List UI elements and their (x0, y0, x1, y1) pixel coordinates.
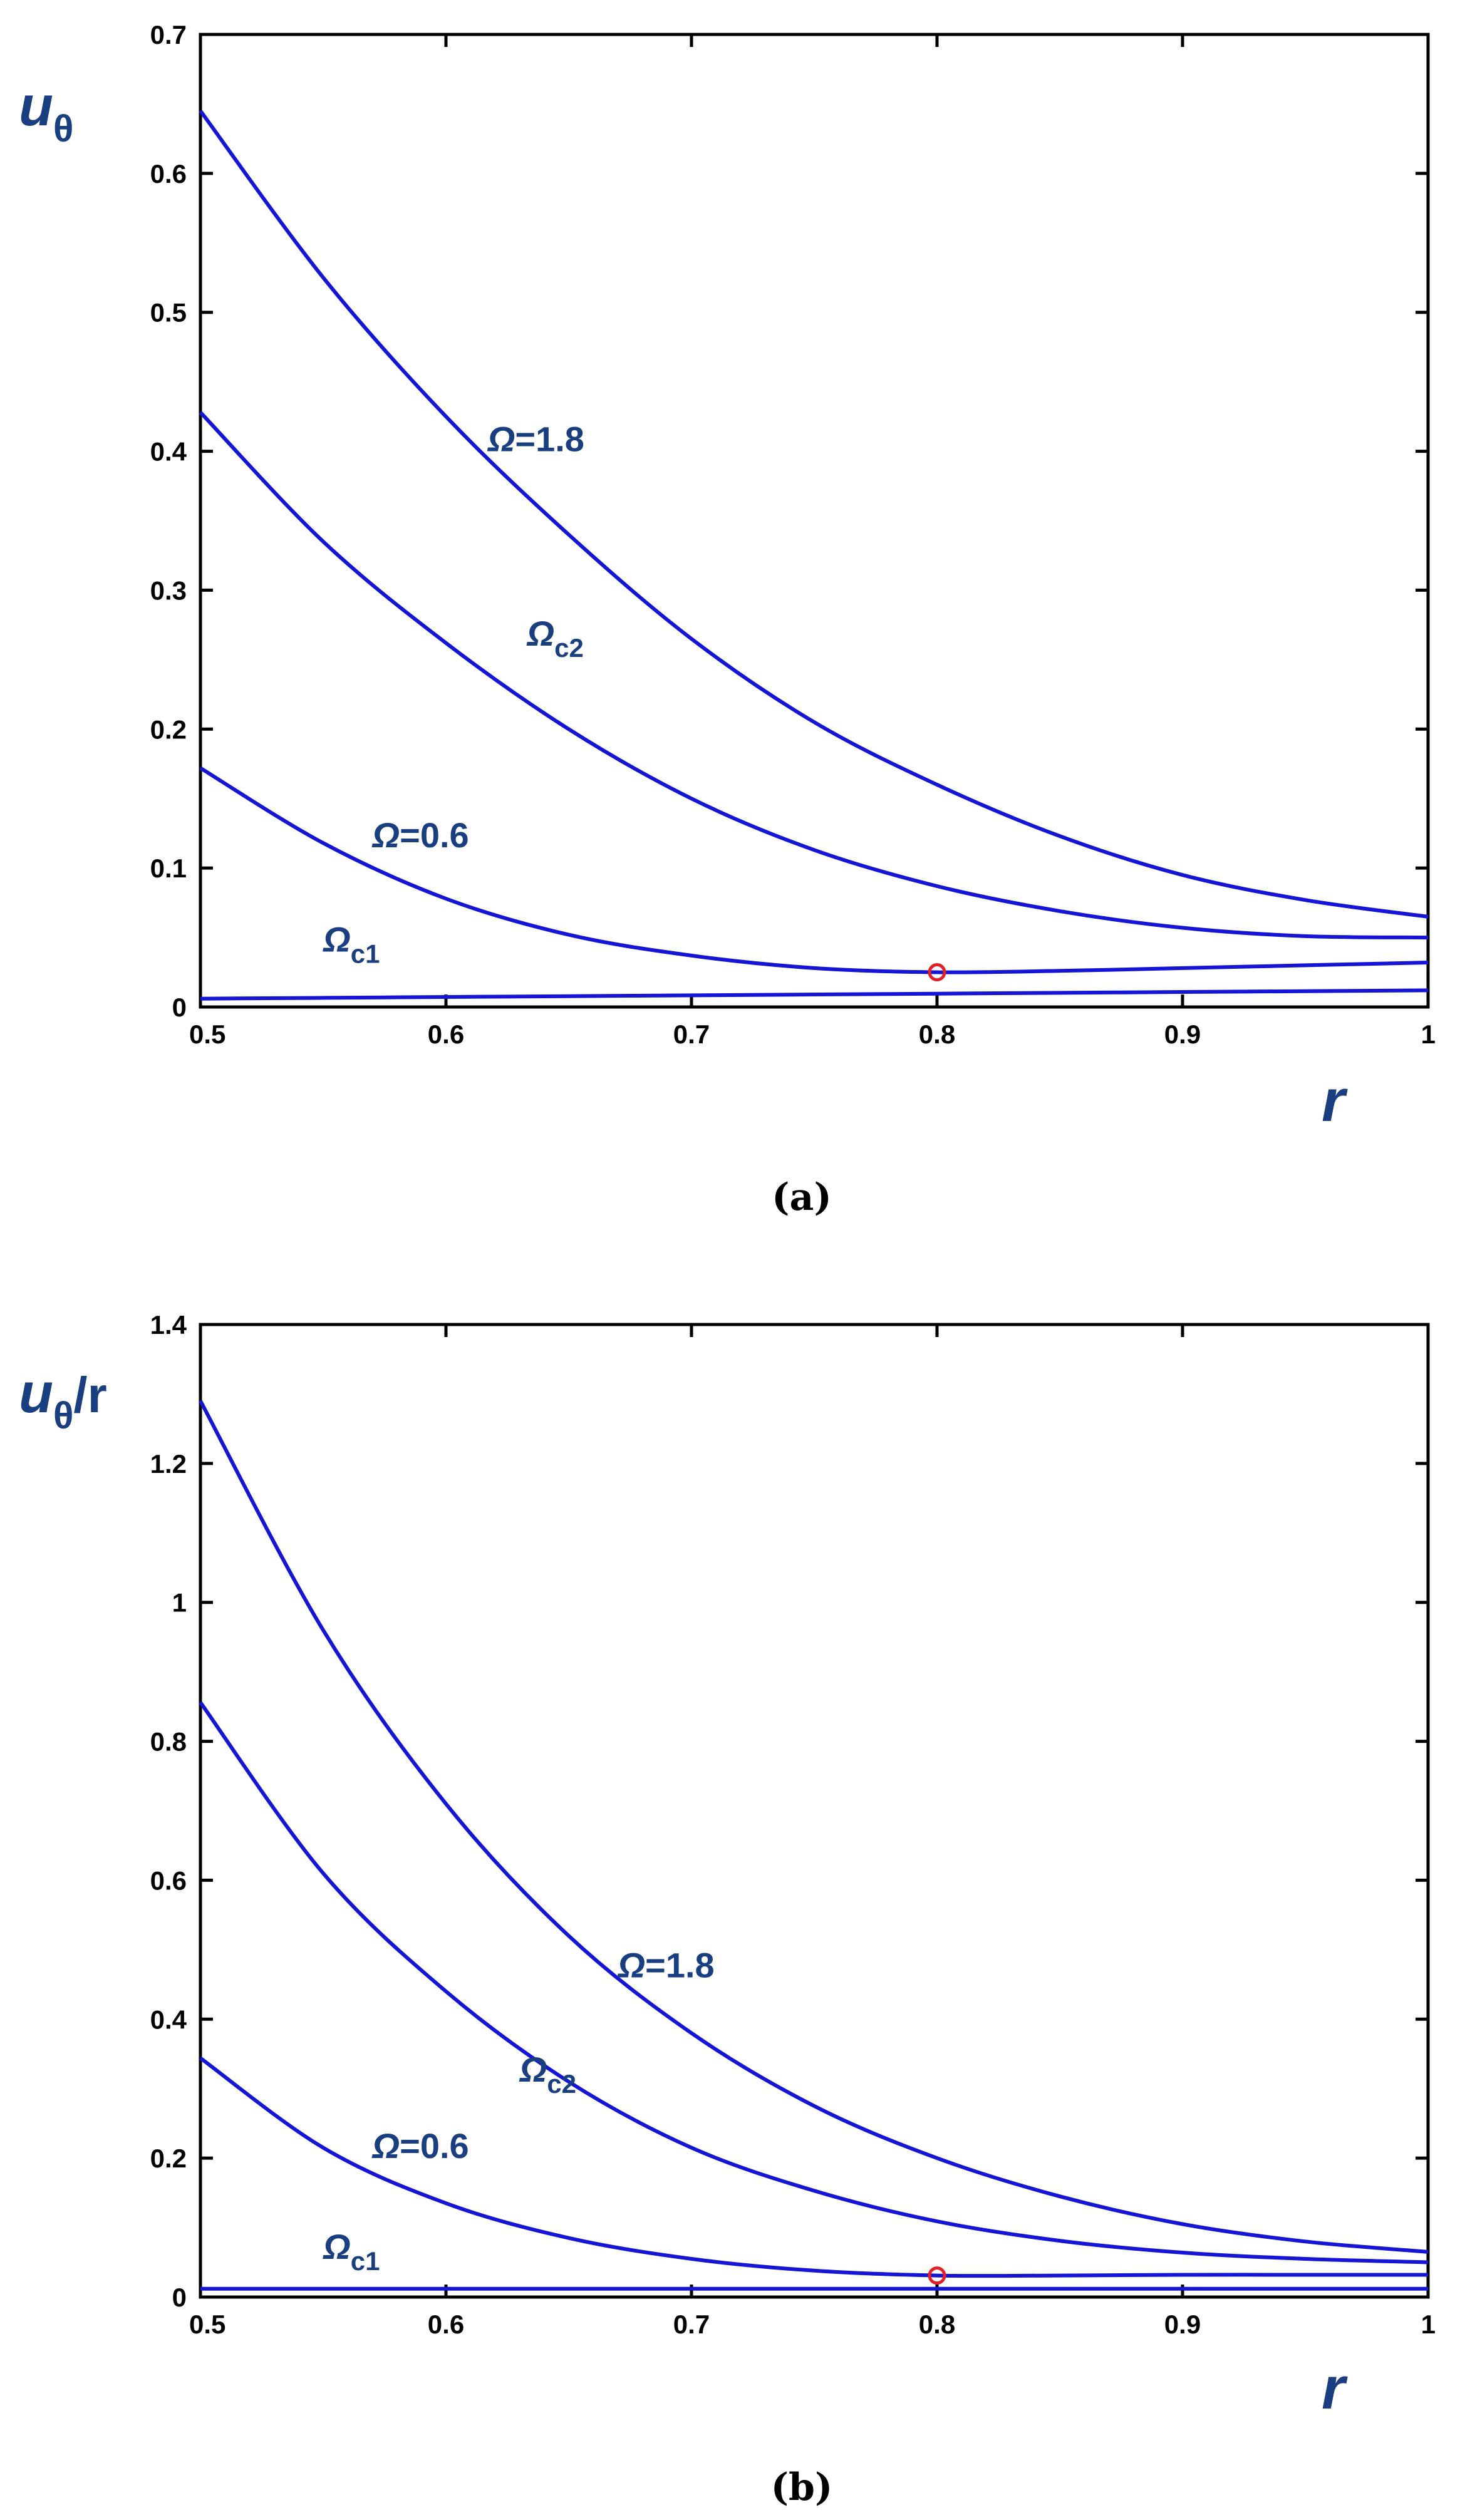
series-label-1: Ωc2 (526, 614, 583, 663)
y-axis-label-sub: θ (53, 1395, 73, 1437)
panel-caption: (a) (772, 1175, 832, 1219)
series-label-3: Ωc1 (323, 919, 380, 968)
y-axis-label-main: u (19, 75, 53, 138)
series-label-2: Ω=0.6 (371, 2126, 469, 2166)
y-tick-label: 0.4 (150, 2005, 187, 2034)
series-line-2 (199, 2056, 1428, 2278)
series-label-rest: =0.6 (400, 2126, 469, 2166)
series-label-0: Ω=1.8 (487, 420, 584, 459)
x-tick-label: 0.6 (428, 2310, 464, 2339)
x-axis-label: r (1322, 2355, 1348, 2422)
y-tick-label: 1.2 (150, 1449, 187, 1479)
series-label-sub: c2 (554, 633, 584, 663)
y-tick-label: 1 (172, 1588, 187, 1618)
series-label-0: Ω=1.8 (617, 1946, 714, 1985)
x-tick-label: 0.9 (1164, 2310, 1201, 2339)
y-axis-label: uθ (19, 75, 73, 150)
x-tick-label: 1 (1421, 1020, 1436, 1049)
y-tick-label: 0.8 (150, 1727, 187, 1757)
y-tick-label: 0.6 (150, 1866, 187, 1895)
y-tick-label: 0.7 (150, 20, 187, 49)
y-tick-label: 0.1 (150, 854, 187, 883)
series-label-rest: =1.8 (645, 1946, 715, 1985)
series-line-2 (199, 766, 1429, 974)
x-tick-label: 0.6 (428, 1020, 464, 1049)
y-axis-label: uθ/r (19, 1362, 107, 1437)
series-label-main: Ω (617, 1946, 645, 1985)
y-tick-label: 0.4 (150, 437, 187, 467)
x-tick-label: 0.8 (919, 1020, 955, 1049)
series-line-3 (200, 988, 1429, 1001)
plot-frame (199, 1323, 1430, 2299)
series-label-3: Ωc1 (323, 2227, 380, 2276)
x-tick-label: 0.8 (919, 2310, 955, 2339)
y-axis-label-sub: θ (53, 108, 73, 150)
chart-panel-0: 0.5 0.6 0.7 0.8 0.9 100.10.20.30.40.50.60.7Ω=… (19, 20, 1436, 1219)
series-label-main: Ω (519, 2050, 547, 2089)
series-label-main: Ω (323, 2227, 351, 2266)
series-label-rest: =0.6 (400, 815, 469, 855)
y-axis-label-suffix: /r (73, 1367, 106, 1423)
series-label-rest: =1.8 (515, 420, 584, 459)
y-tick-label: 1.4 (150, 1310, 187, 1340)
x-tick-label: 0.5 (189, 1020, 225, 1049)
series-label-main: Ω (371, 815, 400, 855)
plot-frame (199, 33, 1430, 1009)
y-tick-label: 0.2 (150, 2144, 187, 2173)
series-label-main: Ω (323, 919, 351, 959)
x-tick-label: 0.9 (1164, 1020, 1201, 1049)
series-line-1 (199, 411, 1429, 940)
series-label-sub: c1 (351, 2246, 380, 2276)
y-tick-label: 0.5 (150, 298, 187, 328)
y-tick-label: 0.2 (150, 715, 187, 744)
transition-point-marker (928, 2266, 946, 2285)
chart-panel-1: 0.5 0.6 0.7 0.8 0.9 100.20.40.60.811.21.4Ω=1.… (19, 1310, 1436, 2509)
y-axis-label-main: u (19, 1362, 53, 1425)
x-axis-label: r (1322, 1067, 1348, 1134)
x-tick-label: 0.7 (673, 2310, 710, 2339)
y-tick-label: 0 (172, 2283, 187, 2312)
series-line-0 (199, 1400, 1429, 2254)
x-tick-label: 0.5 (189, 2310, 225, 2339)
series-label-2: Ω=0.6 (371, 815, 469, 855)
series-label-main: Ω (371, 2126, 400, 2166)
panel-caption: (b) (771, 2466, 833, 2509)
transition-point-marker (928, 963, 946, 982)
y-tick-label: 0 (172, 993, 187, 1022)
y-tick-label: 0.6 (150, 159, 187, 188)
series-line-0 (199, 110, 1429, 919)
series-line-1 (199, 1701, 1429, 2264)
series-label-sub: c2 (547, 2069, 576, 2099)
series-label-main: Ω (487, 420, 515, 459)
y-tick-label: 0.3 (150, 576, 187, 605)
series-label-main: Ω (526, 614, 554, 653)
series-label-1: Ωc2 (519, 2050, 576, 2099)
x-tick-label: 1 (1421, 2310, 1436, 2339)
x-tick-label: 0.7 (673, 1020, 710, 1049)
series-label-sub: c1 (351, 939, 380, 968)
